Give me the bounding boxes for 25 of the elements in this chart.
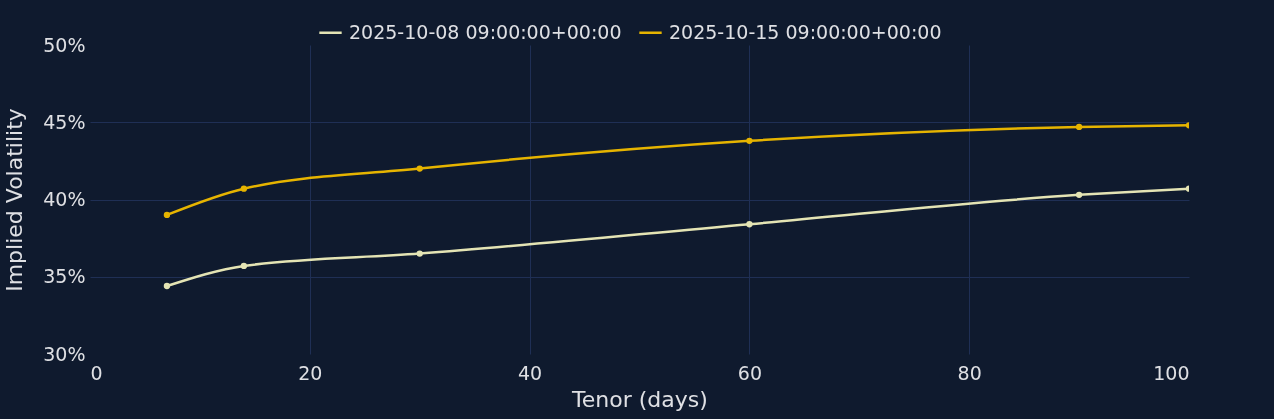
point <box>1075 191 1083 199</box>
x-tick-label: 40 <box>518 361 543 384</box>
x-tick-label: 20 <box>298 361 323 384</box>
point <box>240 185 248 192</box>
point <box>240 262 248 270</box>
point <box>416 165 423 172</box>
point <box>416 250 423 257</box>
point <box>746 137 753 144</box>
point <box>163 282 171 290</box>
x-tick-label: 100 <box>1153 361 1190 384</box>
legend-label: 2025-10-15 09:00:00+00:00 <box>669 20 942 43</box>
x-tick-label: 0 <box>90 361 103 384</box>
y-tick-label: 50% <box>43 33 86 56</box>
y-tick-label: 35% <box>43 265 86 288</box>
x-tick-label: 80 <box>957 361 982 384</box>
y-tick-label: 30% <box>43 342 86 365</box>
x-tick-label: 60 <box>737 361 762 384</box>
point <box>746 221 753 228</box>
point <box>163 211 171 219</box>
y-tick-label: 40% <box>43 188 86 210</box>
point <box>1075 123 1083 131</box>
y-tick-label: 45% <box>43 110 86 133</box>
x-axis-title: Tenor (days) <box>571 386 708 412</box>
legend-label: 2025-10-08 09:00:00+00:00 <box>349 20 622 43</box>
y-axis-title: Implied Volatility <box>2 108 28 292</box>
